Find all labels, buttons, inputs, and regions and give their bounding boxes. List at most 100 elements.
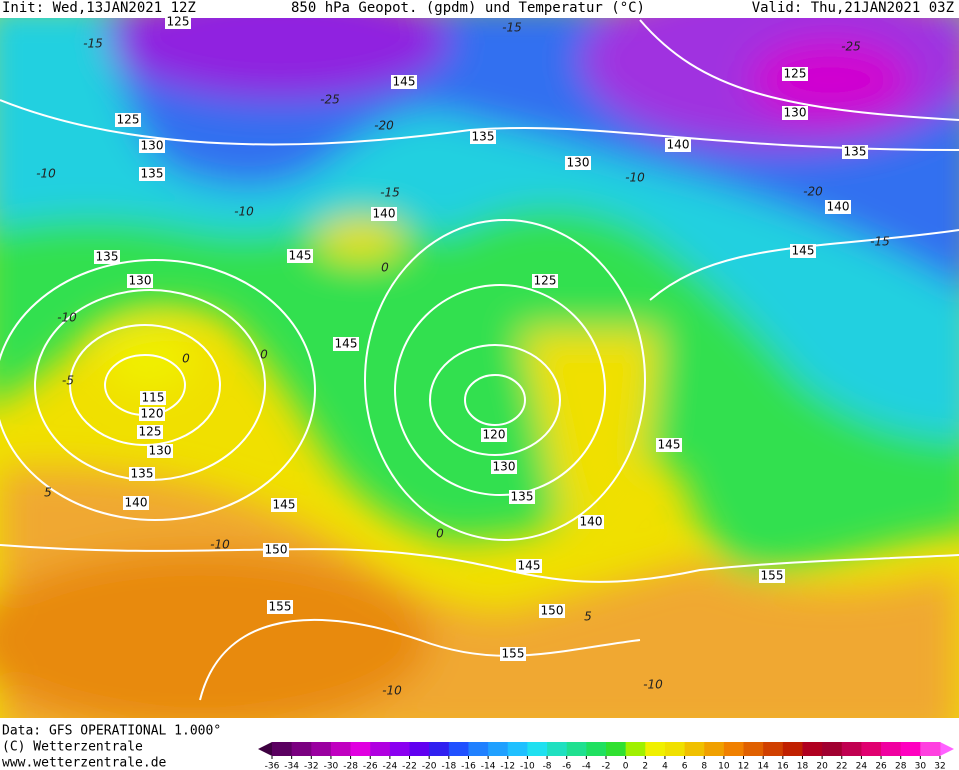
geopotential-label: 135	[472, 130, 495, 144]
temperature-label: -15	[502, 21, 522, 35]
colorbar-swatch	[488, 742, 509, 756]
geopotential-label: 130	[493, 460, 516, 474]
colorbar-label: 18	[797, 762, 809, 770]
geopotential-label: 145	[658, 438, 681, 452]
colorbar-label: 6	[682, 762, 688, 770]
colorbar-swatch	[330, 742, 352, 756]
geopotential-label: 155	[269, 600, 292, 614]
geopotential-label: 145	[393, 75, 416, 89]
geopotential-label: 125	[784, 67, 807, 81]
contour	[199, 619, 641, 701]
temperature-label: -10	[234, 205, 254, 219]
label-box	[842, 145, 868, 159]
temperature-label: -10	[643, 678, 663, 692]
colorbar-swatch	[822, 742, 843, 756]
colorbar-swatch	[861, 742, 882, 756]
label-box	[123, 496, 149, 510]
geopotential-label: 125	[167, 15, 190, 29]
label-box	[115, 113, 141, 127]
label-box	[578, 515, 604, 529]
geopotential-label: 135	[131, 467, 154, 481]
geopotential-label: 130	[149, 444, 172, 458]
label-box	[127, 274, 153, 288]
colorbar-label: 12	[738, 762, 749, 770]
label-box	[665, 138, 691, 152]
temperature-label: -25	[841, 40, 861, 54]
geopotential-label: 145	[792, 244, 815, 258]
geopotential-label: 140	[373, 207, 396, 221]
label-box	[267, 600, 293, 614]
geopotential-label: 140	[827, 200, 850, 214]
temperature-label: -15	[83, 37, 103, 51]
colorbar-label: 4	[662, 762, 668, 770]
label-box	[140, 391, 166, 405]
geopotential-label: 115	[142, 391, 165, 405]
mild-area	[315, 220, 405, 260]
colorbar-swatch	[723, 742, 745, 756]
colorbar-swatch	[350, 742, 371, 756]
label-box	[139, 139, 165, 153]
mild-area	[105, 330, 195, 390]
colorbar-label: -8	[543, 762, 552, 770]
colorbar-label: -6	[562, 762, 571, 770]
colorbar-label: -32	[304, 762, 319, 770]
colorbar-label: 24	[856, 762, 868, 770]
label-box	[470, 130, 496, 144]
geopotential-label: 125	[534, 274, 557, 288]
geopotential-label: 125	[117, 113, 140, 127]
label-box	[532, 274, 558, 288]
label-box	[790, 244, 816, 258]
geopotential-label: 145	[273, 498, 296, 512]
label-box	[147, 444, 173, 458]
geopotential-label: 140	[580, 515, 603, 529]
contour	[639, 19, 959, 121]
colorbar-label: 28	[895, 762, 907, 770]
colorbar-label: 14	[757, 762, 769, 770]
label-box	[481, 428, 507, 442]
colorbar-over	[940, 742, 954, 756]
colorbar-swatch	[547, 742, 568, 756]
geopotential-label: 135	[511, 490, 534, 504]
geopotential-label: 145	[335, 337, 358, 351]
temperature-label: -20	[374, 119, 394, 133]
contour	[649, 229, 959, 301]
label-box	[565, 156, 591, 170]
contour	[0, 99, 959, 151]
colorbar-swatch	[311, 742, 332, 756]
valid-time: Valid: Thu,21JAN2021 03Z	[752, 0, 954, 16]
geopotential-label: 155	[502, 647, 525, 661]
temperature-label: -15	[870, 235, 890, 249]
colorbar-swatch	[586, 742, 607, 756]
colorbar-swatch	[429, 742, 450, 756]
colorbar-swatch	[507, 742, 528, 756]
geopotential-label: 125	[139, 425, 162, 439]
colorbar-label: -30	[324, 762, 339, 770]
geopotential-label: 135	[141, 167, 164, 181]
contour	[0, 259, 316, 521]
colorbar-label: -18	[441, 762, 456, 770]
geopotential-label: 135	[96, 250, 119, 264]
map-title: 850 hPa Geopot. (gpdm) und Temperatur (°…	[291, 0, 645, 16]
cold-area	[110, 18, 450, 100]
colorbar-swatch	[566, 742, 587, 756]
colorbar-swatch	[409, 742, 430, 756]
label-box	[539, 604, 565, 618]
contour	[364, 219, 646, 541]
colorbar-label: 8	[701, 762, 707, 770]
temperature-label: -25	[320, 93, 340, 107]
temperature-label: 5	[44, 486, 52, 500]
contour	[464, 374, 526, 426]
temperature-label: -10	[36, 167, 56, 181]
geopotential-label: 145	[518, 559, 541, 573]
geopotential-label: 145	[289, 249, 312, 263]
data-source: Data: GFS OPERATIONAL 1.000°	[2, 724, 221, 739]
colorbar-swatch	[625, 742, 646, 756]
label-box	[782, 67, 808, 81]
colorbar-label: -34	[284, 762, 299, 770]
label-box	[825, 200, 851, 214]
colorbar-label: -2	[602, 762, 611, 770]
label-box	[94, 250, 120, 264]
geopotential-label: 130	[141, 139, 164, 153]
colorbar-swatch	[900, 742, 921, 756]
